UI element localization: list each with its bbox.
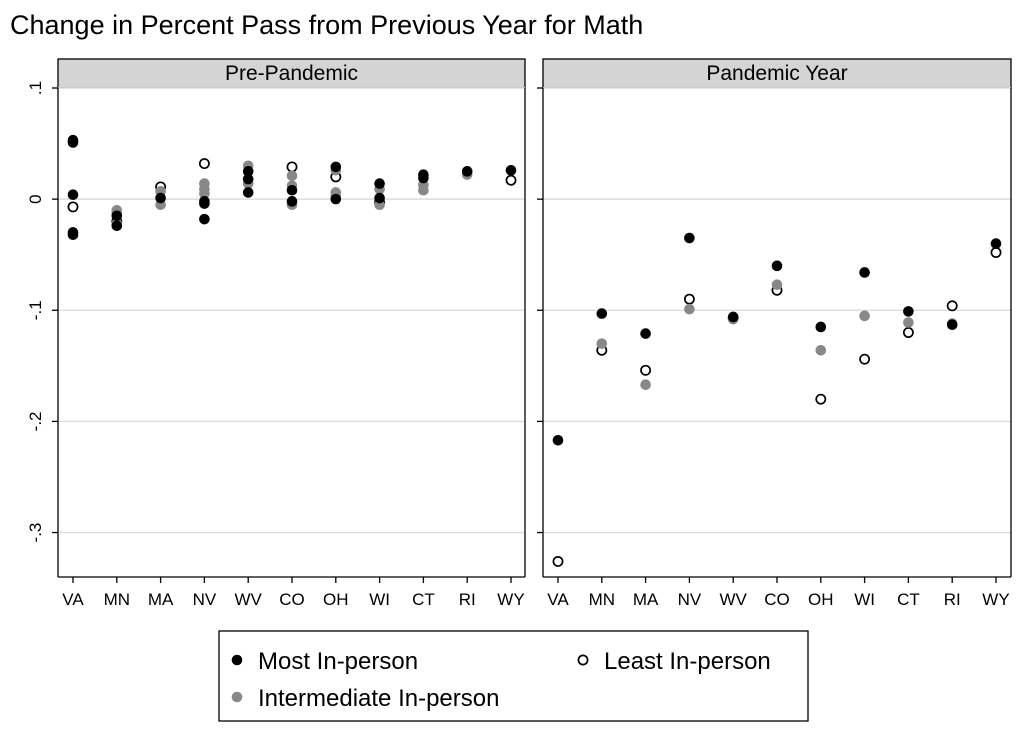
data-point-most [727,311,739,323]
data-point-most [67,229,79,240]
data-point-most [67,189,79,200]
data-point-least [902,327,914,338]
data-point-least [286,161,298,173]
x-tick-label: MN [104,590,130,609]
data-point-most [374,178,385,189]
legend-label-most: Most In-person [258,648,418,675]
x-tick-label: CT [897,590,920,609]
data-point-most [330,161,342,173]
data-point-intermediate [640,379,651,391]
data-point-least [990,247,1002,258]
data-point-most [286,196,298,207]
data-point-most [374,192,385,204]
data-point-most [990,238,1002,249]
x-tick-label: WY [982,590,1009,609]
data-point-most [67,137,79,148]
data-point-most [859,267,870,278]
data-point-most [111,220,123,232]
data-point-most [330,193,342,205]
x-tick-label: WV [235,590,263,609]
legend: Most In-person Least In-person Intermediat… [218,630,809,722]
panel-1: Pandemic Year VA MN MA NV WV CO OH WI CT RI WY [537,58,1012,609]
data-point-least [505,174,517,186]
legend-marker-most [231,654,243,666]
data-point-intermediate [596,338,608,349]
legend-marker-intermediate [231,691,243,703]
data-point-intermediate [815,344,827,356]
data-point-most [242,187,254,198]
y-tick-label: -.2 [26,411,45,431]
data-point-intermediate [684,303,695,315]
x-tick-label: WI [369,590,390,609]
data-point-intermediate [418,184,429,196]
x-tick-label: VA [547,590,569,609]
panel-label: Pre-Pandemic [225,62,358,85]
y-tick-label: .1 [26,81,45,95]
data-point-most [552,435,564,446]
x-tick-label: OH [323,590,349,609]
data-point-most [903,306,914,317]
plot-area [58,88,525,577]
x-tick-label: MA [148,590,174,609]
data-point-most [946,319,958,331]
x-tick-label: OH [808,590,834,609]
data-point-most [505,164,517,176]
x-tick-label: WV [720,590,748,609]
y-tick-label: -.1 [26,300,45,320]
data-point-most [155,192,166,204]
data-point-most [286,184,298,196]
panel-label: Pandemic Year [706,62,847,85]
data-point-most [596,308,608,319]
x-tick-label: MA [633,590,659,609]
x-tick-label: CO [764,590,790,609]
data-point-most [199,198,210,209]
legend-marker-least [577,654,589,666]
data-point-most [111,210,123,222]
data-point-most [684,232,695,244]
legend-label-intermediate: Intermediate In-person [258,685,499,712]
data-point-intermediate [771,279,783,291]
data-point-least [683,293,695,305]
x-tick-label: WY [497,590,524,609]
plot-area [543,88,1011,577]
panel-0: Pre-Pandemic .1 0 -.1 -.2 -.3 VA MN MA NV WV CO OH WI… [26,58,526,609]
data-point-least [67,201,79,213]
panel-strip [57,58,526,89]
x-tick-label: WI [854,590,875,609]
y-tick-label: -.3 [26,523,45,543]
data-point-most [461,166,473,177]
x-tick-label: RI [459,590,476,609]
data-point-least [946,300,958,312]
data-point-intermediate [859,310,870,322]
data-point-most [815,321,827,333]
data-point-least [815,393,827,405]
data-point-least [859,353,871,365]
data-point-most [242,173,254,185]
plot-panels: Pre-Pandemic .1 0 -.1 -.2 -.3 VA MN MA NV WV CO OH WI… [26,58,1012,609]
legend-box [218,630,809,722]
legend-label-least: Least In-person [604,648,771,675]
data-point-most [242,166,254,177]
x-tick-label: MN [589,590,615,609]
data-point-most [418,172,429,184]
x-tick-label: RI [944,590,961,609]
x-tick-label: CT [412,590,435,609]
chart-title: Change in Percent Pass from Previous Yea… [10,10,643,40]
x-tick-label: VA [62,590,84,609]
data-point-least [552,555,564,567]
data-point-most [771,260,783,272]
data-point-most [640,328,651,339]
data-point-least [198,158,210,170]
data-point-intermediate [286,170,298,182]
data-point-intermediate [903,317,914,328]
data-point-most [199,213,210,225]
data-point-intermediate [199,188,210,199]
y-tick-label: 0 [26,194,45,203]
x-tick-label: CO [279,590,305,609]
x-tick-label: NV [193,590,217,609]
x-tick-label: NV [678,590,702,609]
data-point-least [640,364,652,376]
